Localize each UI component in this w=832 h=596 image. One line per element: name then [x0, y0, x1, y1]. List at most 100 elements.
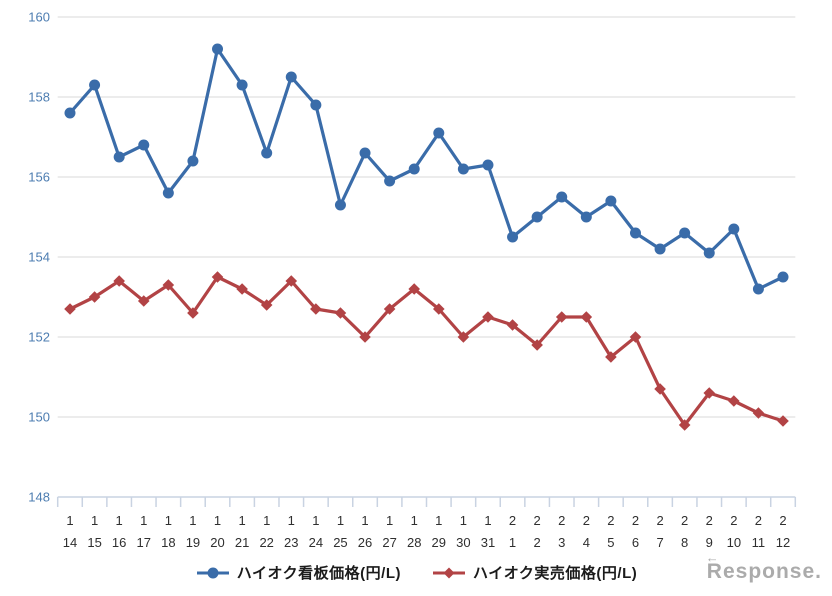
x-axis-day-label: 17	[137, 535, 151, 550]
data-point-marker	[482, 311, 494, 323]
x-axis-month-label: 2	[509, 513, 516, 528]
x-axis-month-label: 1	[238, 513, 245, 528]
data-point-marker	[728, 223, 740, 235]
data-point-marker	[777, 271, 789, 283]
legend-item-actual-price: ハイオク実売価格(円/L)	[431, 562, 637, 583]
data-point-marker	[482, 159, 494, 171]
x-axis-month-label: 2	[779, 513, 786, 528]
x-axis-day-label: 9	[706, 535, 713, 550]
data-point-marker	[162, 279, 175, 291]
legend-item-signboard-price: ハイオク看板価格(円/L)	[195, 562, 401, 583]
y-axis-label: 158	[28, 90, 50, 105]
x-axis-month-label: 1	[361, 513, 368, 528]
x-axis-month-label: 1	[66, 513, 73, 528]
data-point-marker	[703, 247, 715, 259]
data-point-marker	[507, 231, 519, 243]
data-point-marker	[162, 187, 174, 199]
x-axis-month-label: 2	[534, 513, 541, 528]
x-axis-month-label: 1	[484, 513, 491, 528]
data-point-marker	[383, 303, 396, 315]
x-axis-day-label: 18	[161, 535, 175, 550]
x-axis-day-label: 31	[481, 535, 495, 550]
data-point-marker	[580, 211, 592, 223]
x-axis-month-label: 1	[91, 513, 98, 528]
data-point-marker	[285, 275, 298, 287]
watermark-text: Response.	[706, 560, 822, 583]
line-circle-marker-icon	[196, 567, 229, 578]
x-axis-month-label: 1	[116, 513, 123, 528]
data-point-marker	[457, 331, 470, 343]
x-axis-day-label: 4	[583, 535, 590, 550]
data-point-marker	[137, 295, 150, 307]
data-point-marker	[88, 291, 101, 303]
x-axis-day-label: 1	[509, 535, 516, 550]
x-axis-month-label: 1	[263, 513, 270, 528]
x-axis-month-label: 2	[558, 513, 565, 528]
data-point-marker	[384, 175, 396, 187]
data-point-marker	[654, 243, 666, 255]
x-axis-day-label: 16	[112, 535, 126, 550]
data-point-marker	[457, 163, 469, 175]
data-point-marker	[113, 151, 125, 163]
x-axis-month-label: 1	[165, 513, 172, 528]
data-point-marker	[580, 311, 593, 323]
data-point-marker	[236, 283, 248, 295]
data-point-marker	[113, 275, 125, 287]
x-axis-day-label: 12	[776, 535, 790, 550]
data-point-marker	[359, 331, 371, 343]
x-axis-month-label: 1	[460, 513, 467, 528]
chart-legend: ハイオク看板価格(円/L) ハイオク実売価格(円/L)	[0, 562, 832, 583]
x-axis-day-label: 5	[607, 535, 614, 550]
data-point-marker	[433, 127, 445, 139]
data-point-marker	[138, 139, 150, 151]
y-axis-label: 160	[28, 10, 50, 25]
x-axis-day-label: 28	[407, 535, 421, 550]
data-point-marker	[285, 71, 297, 83]
data-point-marker	[654, 383, 666, 395]
x-axis-month-label: 2	[632, 513, 639, 528]
x-axis-month-label: 2	[706, 513, 713, 528]
data-point-marker	[629, 227, 641, 239]
x-axis-day-label: 24	[309, 535, 323, 550]
x-axis-month-label: 2	[656, 513, 663, 528]
data-point-marker	[408, 163, 420, 175]
data-point-marker	[236, 79, 248, 91]
data-point-marker	[556, 191, 568, 203]
x-axis-month-label: 2	[755, 513, 762, 528]
data-point-marker	[531, 339, 543, 351]
legend-label-signboard-price: ハイオク看板価格(円/L)	[236, 565, 401, 582]
x-axis-day-label: 26	[358, 535, 372, 550]
x-axis-day-label: 23	[284, 535, 298, 550]
data-point-marker	[752, 283, 764, 295]
x-axis-month-label: 1	[337, 513, 344, 528]
y-axis-label: 156	[28, 170, 50, 185]
series-line-0	[68, 47, 785, 291]
y-axis-label: 154	[28, 250, 50, 265]
x-axis-month-label: 1	[214, 513, 221, 528]
x-axis-month-label: 1	[312, 513, 319, 528]
data-point-marker	[752, 407, 765, 419]
x-axis-day-label: 14	[63, 535, 77, 550]
legend-label-actual-price: ハイオク実売価格(円/L)	[473, 565, 638, 582]
x-axis-month-label: 1	[435, 513, 442, 528]
x-axis-day-label: 2	[534, 535, 541, 550]
x-axis-day-label: 7	[656, 535, 663, 550]
data-point-marker	[260, 299, 273, 311]
x-axis-day-label: 19	[186, 535, 200, 550]
data-point-marker	[777, 415, 789, 427]
x-axis-day-label: 10	[727, 535, 741, 550]
data-point-marker	[64, 107, 76, 119]
series-line-1	[68, 275, 785, 427]
x-axis-month-label: 2	[607, 513, 614, 528]
data-point-marker	[555, 311, 568, 323]
x-axis-day-label: 21	[235, 535, 249, 550]
data-point-marker	[605, 195, 617, 207]
data-point-marker	[187, 155, 199, 167]
x-axis-day-label: 25	[333, 535, 347, 550]
data-point-marker	[89, 79, 101, 91]
data-point-marker	[506, 319, 519, 331]
x-axis-month-label: 2	[681, 513, 688, 528]
data-point-marker	[629, 331, 642, 343]
data-point-marker	[261, 147, 273, 159]
